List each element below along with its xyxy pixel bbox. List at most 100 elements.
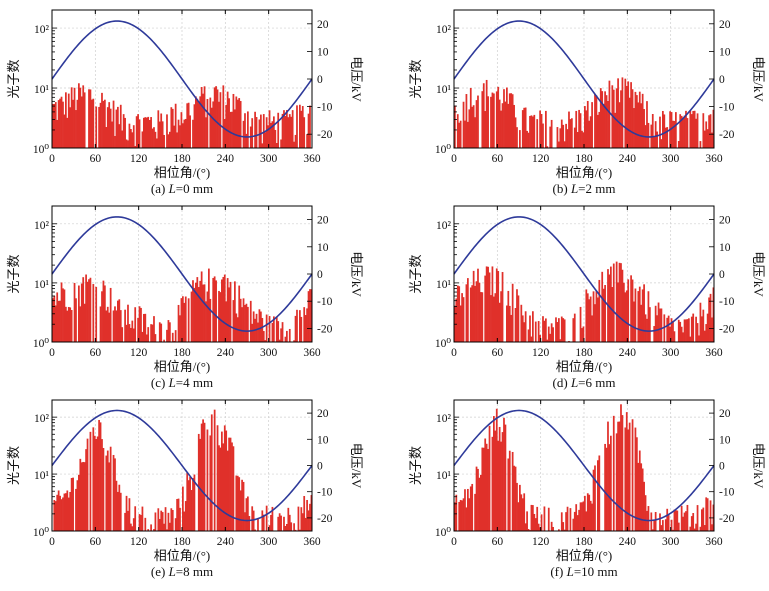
- photon-count-bar: [266, 506, 268, 531]
- y-right-tick-label: -20: [317, 513, 333, 525]
- y-left-tick-label: 10⁰: [33, 527, 50, 539]
- photon-count-bar: [290, 522, 292, 531]
- y-right-tick-label: 20: [317, 215, 329, 227]
- photon-count-bar: [477, 96, 479, 148]
- photon-count-bar: [142, 507, 144, 531]
- photon-count-bar: [489, 426, 491, 531]
- photon-count-bar: [570, 508, 572, 531]
- photon-count-bar: [455, 495, 457, 531]
- photon-count-bar: [648, 506, 650, 531]
- caption-prefix: (c): [151, 375, 169, 390]
- y-left-tick-label: 10²: [436, 24, 452, 36]
- photon-count-bar: [110, 447, 112, 531]
- caption-prefix: (a): [151, 181, 169, 196]
- y-right-tick-label: -20: [719, 513, 735, 525]
- photon-count-bar: [502, 272, 504, 342]
- photon-count-bar: [172, 333, 174, 342]
- photon-count-bar: [155, 512, 157, 531]
- photon-count-bar: [247, 307, 249, 342]
- x-tick-label: 180: [575, 536, 593, 548]
- y-right-tick-label: 0: [719, 269, 725, 281]
- x-tick-label: 120: [532, 153, 550, 165]
- x-tick-label: 240: [217, 536, 235, 548]
- caption-suffix: =0 mm: [176, 181, 213, 196]
- caption-prefix: (b): [553, 181, 571, 196]
- photon-count-bar: [552, 527, 554, 531]
- photon-count-bar: [687, 505, 689, 531]
- y-right-tick-label: -10: [719, 296, 735, 308]
- photon-count-bar: [536, 119, 538, 148]
- photon-count-bar: [220, 92, 222, 148]
- x-tick-label: 300: [260, 153, 278, 165]
- photon-count-bar: [707, 498, 709, 531]
- x-tick-label: 60: [492, 153, 504, 165]
- photon-count-bar: [526, 511, 528, 531]
- photon-count-bar: [139, 119, 141, 148]
- x-tick-label: 120: [532, 536, 550, 548]
- photon-count-bar: [172, 510, 174, 531]
- x-tick-label: 300: [260, 536, 278, 548]
- y-axis-title-left: 光子数: [408, 446, 423, 485]
- x-axis-title: 相位角/(°): [154, 359, 210, 374]
- y-right-tick-label: 0: [317, 461, 323, 473]
- panel-caption: (a) L=0 mm: [151, 181, 213, 196]
- y-right-tick-label: 0: [719, 74, 725, 86]
- photon-count-bar: [700, 141, 702, 148]
- photon-count-bar: [697, 113, 699, 148]
- y-right-tick-label: 10: [719, 434, 731, 446]
- photon-count-bar: [687, 118, 689, 148]
- photon-count-bar: [189, 115, 191, 148]
- x-axis-title: 相位角/(°): [556, 548, 612, 563]
- caption-suffix: =8 mm: [176, 564, 213, 579]
- y-left-tick-label: 10²: [34, 24, 50, 36]
- photon-count-bar: [260, 115, 262, 148]
- y-right-tick-label: -20: [719, 323, 735, 335]
- x-tick-label: 300: [662, 536, 680, 548]
- y-right-tick-label: -20: [317, 323, 333, 335]
- y-axis-title-right: 电压/kV: [751, 443, 766, 489]
- y-left-tick-label: 10¹: [436, 279, 452, 291]
- photon-count-bar: [133, 125, 135, 148]
- y-left-tick-label: 10¹: [436, 84, 452, 96]
- y-left-tick-label: 10⁰: [435, 338, 452, 350]
- photon-count-bar: [179, 508, 181, 531]
- photon-count-bar: [545, 318, 547, 342]
- photon-count-bar: [92, 284, 94, 342]
- photon-count-bar: [635, 289, 637, 342]
- panel-caption: (c) L=4 mm: [151, 375, 213, 390]
- photon-count-bar: [545, 111, 547, 148]
- x-tick-label: 60: [90, 536, 102, 548]
- photon-count-bar: [90, 278, 92, 342]
- y-right-tick-label: -10: [719, 487, 735, 499]
- y-right-tick-label: 20: [317, 19, 329, 31]
- x-tick-label: 60: [492, 536, 504, 548]
- photon-count-bar: [548, 508, 550, 531]
- photon-count-bar: [209, 299, 211, 342]
- caption-prefix: (d): [553, 375, 571, 390]
- y-right-tick-label: 10: [317, 46, 329, 58]
- y-left-tick-label: 10⁰: [33, 338, 50, 350]
- photon-count-bar: [266, 315, 268, 342]
- caption-prefix: (e): [151, 564, 169, 579]
- photon-count-bar: [214, 410, 216, 531]
- y-axis-title-right: 电压/kV: [349, 251, 364, 297]
- panel-caption: (e) L=8 mm: [151, 564, 213, 579]
- photon-count-bar: [296, 310, 298, 342]
- y-right-tick-label: 0: [719, 461, 725, 473]
- photon-count-bar: [516, 127, 518, 148]
- y-right-tick-label: -10: [317, 102, 333, 114]
- photon-count-bar: [75, 298, 77, 342]
- histogram-bars: [52, 83, 311, 148]
- photon-count-bar: [463, 297, 465, 342]
- x-tick-label: 240: [619, 536, 637, 548]
- y-right-tick-label: 0: [317, 269, 323, 281]
- photon-count-bar: [289, 329, 291, 342]
- photon-count-bar: [280, 516, 282, 531]
- photon-count-bar: [655, 512, 657, 531]
- y-right-tick-label: 10: [317, 242, 329, 254]
